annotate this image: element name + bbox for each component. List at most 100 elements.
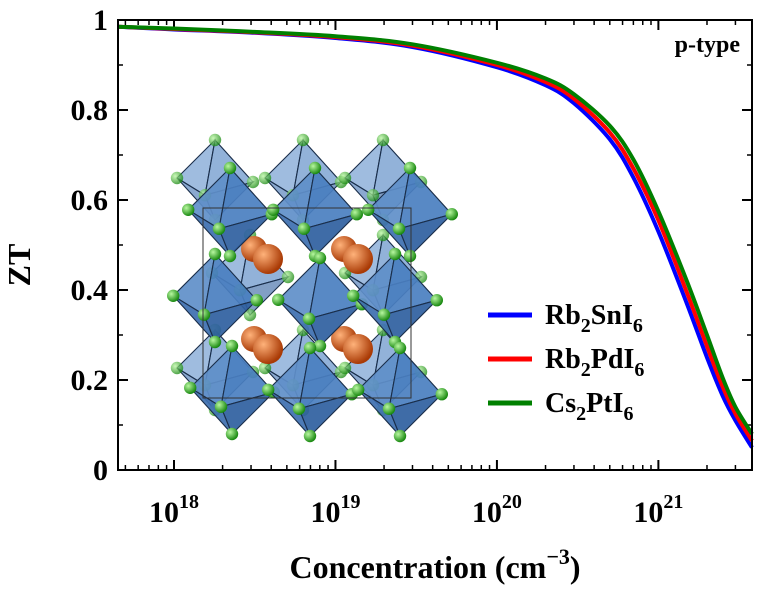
plot-frame — [117, 19, 753, 471]
x-tick-label: 1019 — [310, 491, 360, 529]
legend-subscript: 2 — [581, 359, 591, 381]
anion-atom — [338, 171, 352, 185]
x-tick-exponent: 20 — [502, 491, 522, 513]
anion-atom — [208, 247, 222, 261]
anion-atom — [225, 339, 239, 353]
legend-formula-part: Rb — [545, 344, 581, 375]
y-tick-label: 1 — [93, 4, 108, 37]
anion-atom — [258, 361, 272, 375]
anion-atom — [297, 222, 311, 235]
octahedron-face — [298, 393, 354, 437]
octahedron-face — [203, 299, 259, 343]
anion-atom — [392, 222, 406, 235]
anion-atom — [296, 133, 310, 147]
anion-atom — [362, 203, 375, 216]
anion-atom — [225, 427, 239, 441]
anion-atom — [182, 203, 195, 216]
anion-atom — [303, 341, 317, 355]
anion-atom — [313, 339, 327, 353]
anion-atom — [435, 388, 448, 401]
x-tick-exponent: 19 — [340, 491, 360, 513]
anion-atom — [445, 208, 458, 221]
anion-atom — [403, 249, 417, 263]
anion-atom — [208, 133, 222, 147]
anion-atom — [303, 429, 317, 443]
octahedron-face — [388, 393, 444, 437]
legend-subscript: 2 — [581, 315, 591, 337]
unit-cell-outline — [202, 207, 412, 399]
y-tick-label: 0.8 — [71, 94, 109, 127]
anion-atom — [243, 308, 257, 322]
legend-formula-part: Cs — [545, 388, 576, 419]
x-tick-label: 1018 — [149, 491, 199, 529]
cation-atom — [253, 244, 283, 274]
legend-subscript: 6 — [634, 359, 644, 381]
y-axis-title: ZT — [1, 244, 37, 287]
legend-subscript: 2 — [576, 403, 586, 425]
anion-atom — [313, 251, 327, 265]
octahedron-face — [308, 303, 364, 347]
octahedron-face — [218, 213, 274, 257]
anion-atom — [302, 312, 316, 325]
octahedron-face — [303, 213, 359, 257]
anion-atom — [208, 335, 222, 349]
octahedron-face — [220, 391, 276, 435]
legend-subscript: 6 — [623, 403, 633, 425]
anion-atom — [376, 228, 390, 242]
anion-atom — [272, 293, 285, 306]
legend-label-Rb2PdI6: Rb2PdI6 — [545, 344, 644, 381]
anion-atom — [338, 361, 352, 375]
anion-atom — [262, 383, 275, 396]
anion-atom — [250, 294, 263, 307]
anion-atom — [308, 161, 322, 175]
x-tick-exponent: 21 — [663, 491, 683, 513]
y-tick-label: 0.4 — [71, 274, 109, 307]
anion-atom — [388, 247, 402, 261]
y-tick-label: 0.2 — [71, 364, 109, 397]
anion-atom — [170, 361, 184, 375]
anion-atom — [223, 161, 237, 175]
anion-atom — [403, 161, 417, 175]
anion-atom — [393, 341, 407, 355]
anion-atom — [377, 308, 391, 321]
series-lines — [117, 24, 754, 449]
anion-atom — [352, 383, 365, 396]
anion-atom — [382, 402, 396, 415]
anion-atom — [430, 294, 443, 307]
anion-atom — [393, 429, 407, 443]
p-type-annotation: p-type — [675, 32, 741, 58]
legend-subscript: 6 — [633, 315, 643, 337]
anion-atom — [292, 402, 306, 415]
anion-atom — [170, 171, 184, 185]
legend-label-Cs2PtI6: Cs2PtI6 — [545, 388, 633, 425]
y-tick-label: 0.6 — [71, 184, 109, 217]
anion-atom — [376, 133, 390, 147]
legend-formula-part: PtI — [586, 388, 623, 419]
anion-atom — [366, 189, 380, 202]
x-tick-exponent: 18 — [179, 491, 199, 513]
x-tick-label: 1020 — [472, 491, 522, 529]
anion-atom — [267, 203, 280, 216]
anion-atom — [223, 249, 237, 263]
anion-atom — [258, 171, 272, 185]
anion-atom — [212, 222, 226, 235]
cation-atom — [343, 334, 373, 364]
x-axis-title: Concentration (cm−3) — [289, 544, 580, 585]
x-tick-base: 10 — [149, 496, 179, 529]
legend-label-Rb2SnI6: Rb2SnI6 — [545, 300, 643, 337]
octahedron-face — [383, 299, 439, 343]
x-tick-label: 1021 — [633, 491, 683, 529]
x-tick-base: 10 — [633, 496, 663, 529]
cation-atom — [343, 244, 373, 274]
x-tick-base: 10 — [472, 496, 502, 529]
anion-atom — [197, 308, 211, 321]
anion-atom — [347, 289, 360, 302]
legend-formula-part: Rb — [545, 300, 581, 331]
anion-atom — [167, 289, 180, 302]
legend-formula-part: SnI — [591, 300, 633, 331]
x-tick-base: 10 — [310, 496, 340, 529]
cation-atom — [253, 334, 283, 364]
